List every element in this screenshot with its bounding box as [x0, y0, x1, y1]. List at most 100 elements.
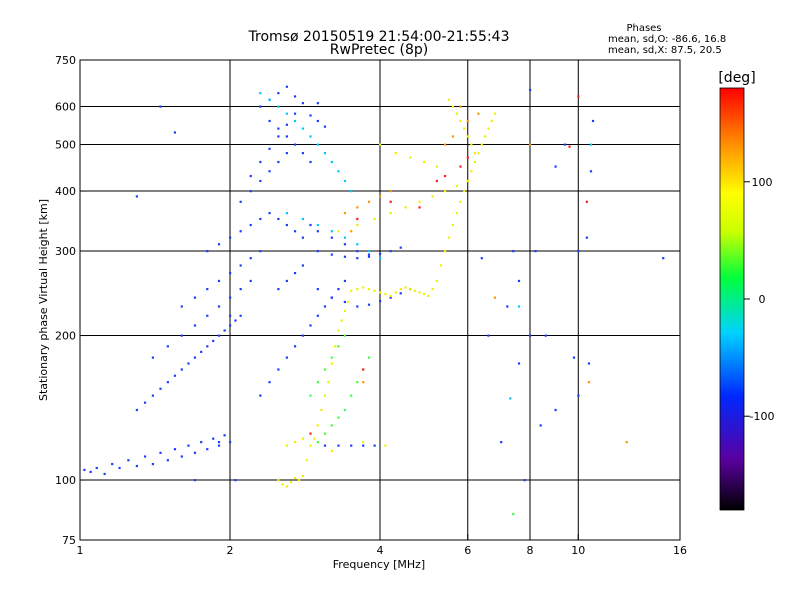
- data-point: [459, 165, 462, 168]
- data-point: [323, 125, 327, 128]
- data-point: [151, 356, 155, 359]
- data-point: [490, 119, 493, 123]
- data-point: [268, 98, 271, 101]
- data-point: [337, 416, 340, 419]
- y-tick-label: 75: [62, 534, 76, 547]
- data-point: [301, 152, 305, 155]
- data-point: [389, 296, 392, 299]
- data-point: [180, 334, 183, 337]
- data-point: [277, 217, 280, 221]
- data-point: [379, 195, 382, 198]
- grid-lines: [80, 60, 680, 540]
- data-point: [166, 459, 169, 462]
- data-point: [337, 444, 340, 447]
- data-point: [239, 288, 242, 291]
- data-point: [268, 381, 271, 384]
- data-point: [466, 179, 469, 183]
- data-point: [316, 143, 319, 146]
- data-point: [463, 190, 466, 193]
- data-point: [399, 288, 402, 291]
- data-point: [143, 401, 147, 404]
- y-tick-label: 600: [55, 101, 76, 114]
- data-point: [362, 368, 365, 371]
- data-point: [394, 152, 397, 155]
- data-point: [459, 119, 462, 123]
- data-point: [473, 152, 477, 155]
- data-point: [277, 127, 280, 130]
- data-point: [512, 250, 515, 253]
- data-point: [83, 468, 86, 472]
- data-point: [135, 408, 138, 412]
- data-point: [268, 147, 271, 150]
- data-point: [356, 206, 359, 209]
- data-point: [316, 288, 319, 291]
- data-point: [259, 92, 262, 95]
- data-point: [249, 174, 252, 178]
- data-point: [285, 135, 288, 138]
- data-point: [200, 350, 203, 353]
- data-point: [568, 145, 571, 148]
- data-point: [301, 217, 305, 221]
- data-point: [313, 437, 316, 440]
- phase-box-title: Phases: [626, 23, 661, 34]
- colorbar-label: [deg]: [718, 70, 755, 86]
- data-point: [285, 279, 288, 283]
- data-point: [200, 441, 203, 444]
- data-point: [229, 314, 232, 317]
- data-point: [193, 356, 197, 359]
- data-point: [330, 236, 333, 239]
- data-point: [323, 368, 327, 371]
- data-point: [223, 434, 226, 437]
- data-point: [323, 305, 327, 308]
- data-point: [323, 444, 327, 447]
- data-point: [166, 345, 169, 348]
- data-point: [362, 444, 365, 447]
- data-point: [350, 444, 353, 447]
- data-point: [259, 179, 262, 183]
- data-point: [517, 362, 521, 365]
- data-point: [217, 444, 221, 447]
- data-point: [529, 143, 532, 146]
- data-point: [625, 441, 628, 444]
- data-point: [413, 289, 417, 292]
- data-point: [301, 264, 305, 267]
- data-point: [389, 250, 392, 253]
- data-point: [506, 305, 509, 308]
- data-point: [350, 394, 353, 397]
- data-point: [259, 217, 262, 221]
- data-point: [143, 455, 147, 458]
- data-point: [509, 397, 512, 400]
- data-point: [309, 135, 312, 138]
- chart-subtitle: RwPretec (8p): [330, 42, 428, 58]
- data-point: [443, 190, 447, 193]
- data-point: [493, 112, 497, 115]
- data-point: [285, 112, 288, 115]
- y-tick-label: 100: [55, 474, 76, 487]
- data-point: [239, 264, 242, 267]
- data-point: [484, 135, 487, 138]
- data-point: [356, 250, 359, 253]
- data-point: [285, 85, 288, 88]
- data-point: [466, 135, 469, 138]
- data-point: [309, 432, 312, 435]
- data-point: [285, 356, 288, 359]
- data-point: [589, 170, 593, 173]
- data-point: [285, 212, 288, 215]
- data-point: [249, 279, 252, 283]
- data-point: [563, 143, 567, 146]
- colorbar-tick-label: -100: [750, 410, 775, 423]
- data-point: [459, 105, 462, 108]
- data-point: [159, 105, 162, 108]
- x-tick-label: 10: [571, 544, 585, 557]
- data-point: [367, 356, 371, 359]
- data-point: [337, 230, 340, 233]
- data-point: [330, 449, 333, 453]
- x-tick-label: 16: [673, 544, 687, 557]
- data-point: [277, 288, 280, 291]
- data-point: [212, 339, 215, 343]
- data-point: [277, 92, 280, 95]
- data-point: [206, 314, 209, 317]
- data-point: [373, 444, 376, 447]
- data-point: [470, 170, 473, 173]
- data-point: [422, 293, 426, 296]
